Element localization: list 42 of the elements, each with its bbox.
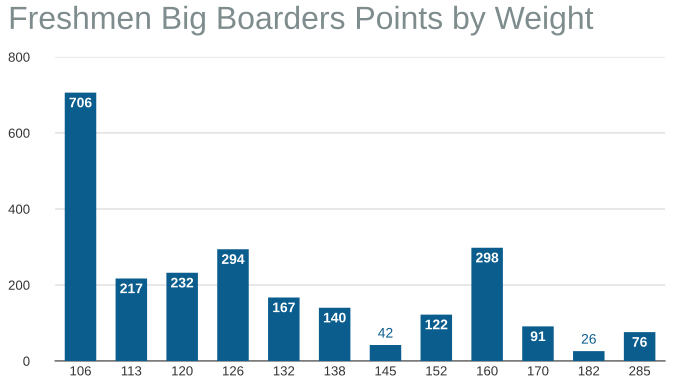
bar — [116, 278, 148, 361]
data-label: 122 — [426, 320, 448, 330]
bar — [268, 298, 300, 361]
data-label: 706 — [70, 98, 92, 108]
data-label: 76 — [632, 337, 647, 347]
x-tick-label: 145 — [375, 366, 396, 376]
x-tick-label: 182 — [578, 366, 600, 376]
x-tick-label: 160 — [477, 366, 498, 376]
bar — [522, 326, 554, 361]
x-tick-label: 132 — [274, 366, 294, 376]
data-label: 26 — [582, 334, 596, 344]
chart-title: Freshmen Big Boarders Points by Weight — [10, 6, 594, 36]
x-tick-label: 152 — [426, 366, 447, 376]
data-label: 42 — [378, 328, 393, 338]
bar — [420, 314, 452, 361]
y-tick-label: 400 — [8, 204, 30, 214]
data-label: 140 — [324, 312, 346, 323]
bar — [64, 92, 96, 361]
y-tick-label: 800 — [8, 52, 30, 62]
x-tick-label: 113 — [122, 366, 142, 376]
y-tick-label: 200 — [8, 280, 30, 290]
x-tick-label: 126 — [222, 366, 244, 376]
bar — [624, 332, 656, 361]
y-tick-label: 600 — [8, 128, 30, 138]
bar — [318, 308, 350, 361]
data-label: 294 — [222, 254, 244, 264]
x-tick-label: 285 — [629, 366, 650, 376]
x-tick-label: 170 — [528, 366, 548, 376]
x-tick-label: 106 — [70, 366, 91, 376]
data-label: 232 — [171, 278, 194, 288]
x-tick-label: 120 — [172, 366, 193, 376]
bar — [166, 272, 198, 361]
data-label: 91 — [530, 331, 546, 342]
bar — [471, 248, 503, 361]
bar — [573, 351, 605, 361]
data-label: 217 — [120, 283, 142, 294]
y-tick-label: 0 — [23, 356, 30, 366]
x-tick-label: 138 — [324, 366, 346, 376]
bar — [370, 345, 402, 361]
bar — [217, 249, 249, 361]
data-label: 167 — [273, 302, 295, 312]
data-label: 298 — [476, 252, 498, 262]
